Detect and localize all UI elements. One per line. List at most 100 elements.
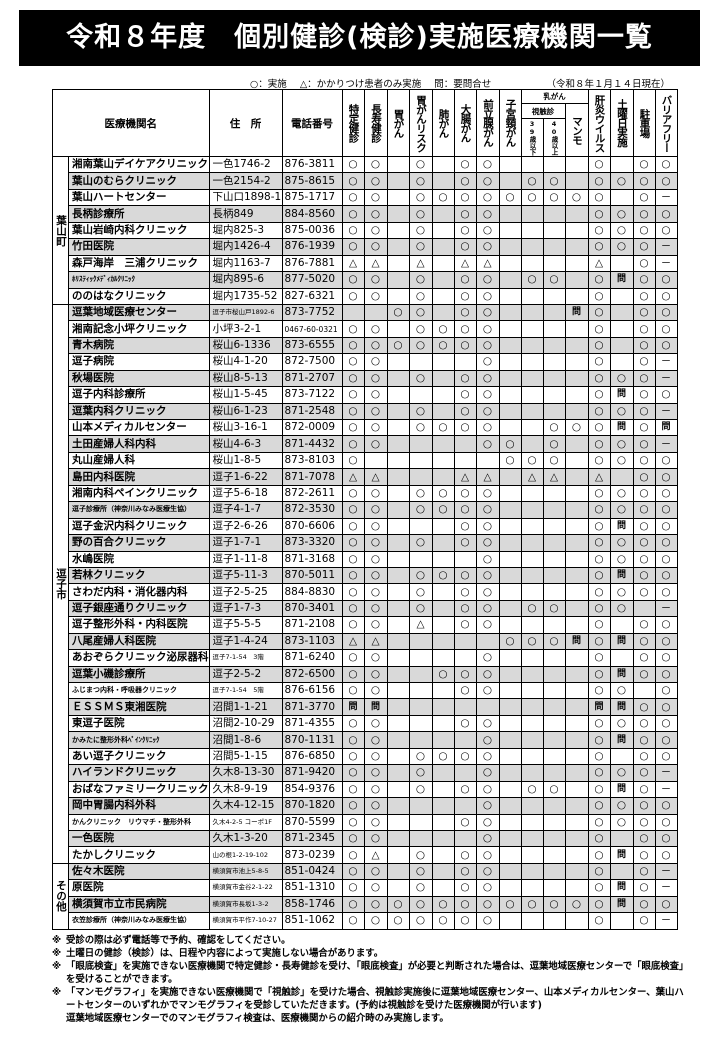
mark-colon: ○ [453,714,477,733]
mark-stomach-risk [408,435,433,453]
mark-barrier-free: ○ [654,303,678,322]
mark-choju: ○ [363,418,388,437]
mark-stomach [386,287,410,305]
mark-under39: ○ [520,451,544,470]
mark-under39 [520,665,544,684]
facility-phone: 871-2548 [281,402,343,421]
mark-tokutei: ○ [341,862,365,881]
mark-lung [431,402,455,421]
facility-phone: 0467-60-0321 [281,320,343,338]
facility-name: 葉山岩崎内科クリニック [68,221,210,240]
mark-prostate: ○ [475,764,500,782]
mark-mammo [564,386,589,404]
facility-name: おばなファミリークリニック [68,780,210,799]
note-mark: ※ [52,948,62,959]
mark-choju: ○ [363,238,388,256]
mark-barrier-free: ○ [654,846,678,864]
mark-lung [431,813,455,831]
mark-prostate: ○ [475,714,500,733]
mark-barrier-free: ○ [654,205,678,223]
mark-barrier-free: － [654,435,678,453]
mark-lung [431,632,455,651]
mark-parking: ○ [632,501,656,519]
mark-hepatitis: ○ [587,303,611,322]
footnote-text: 逗葉地域医療センターでのマンモグラフィ検査は、医療機関からの紹介時のみ実施します… [66,1013,449,1024]
facility-phone: 858-1746 [281,895,343,914]
mark-lung [431,468,455,486]
mark-choju: ○ [363,862,388,881]
mark-lung [431,764,455,782]
facility-address: 横須賀市金谷2-1-22 [208,879,283,897]
header-colon: 大腸がん [453,89,477,157]
mark-mammo [564,862,589,881]
mark-parking: ○ [632,468,656,486]
header-palpation: 視触診 [520,103,566,119]
facility-name: 青木病院 [68,336,210,355]
mark-choju: ○ [363,484,388,503]
mark-over40 [542,238,566,256]
facility-address: 逗子5-6-18 [208,484,283,503]
mark-saturday: 問 [609,566,634,585]
mark-tokutei: ○ [341,501,365,519]
mark-stomach [386,649,410,667]
mark-prostate: ○ [475,188,500,207]
mark-saturday: 問 [609,731,634,749]
mark-stomach-risk [408,731,433,749]
mark-under39 [520,649,544,667]
mark-cervical [498,402,522,421]
mark-prostate: ○ [475,303,500,322]
mark-cervical [498,813,522,831]
mark-over40 [542,205,566,223]
mark-lung [431,879,455,897]
facility-name: 秋場医院 [68,369,210,388]
facility-name: ＥＳＳＭＳ東湘医院 [68,698,210,716]
mark-hepatitis: ○ [587,747,611,766]
mark-parking: ○ [632,534,656,552]
mark-tokutei: ○ [341,649,365,667]
mark-colon [453,698,477,716]
mark-over40 [542,501,566,519]
header-barrier-free: バリアフリー [654,89,678,157]
mark-mammo [564,681,589,700]
mark-cervical [498,714,522,733]
table-row: 青木病院 桜山6-1336 873-6555 ○ ○ ○ ○ ○ ○ ○ ○ ○ ○ [53,336,678,355]
facility-address: 小坪3-2-1 [208,320,283,338]
legend-partial: △：かかりつけ患者のみ実施 [299,79,422,90]
mark-over40: ○ [542,435,566,453]
mark-saturday: 問 [609,632,634,651]
mark-cervical: ○ [498,451,522,470]
facility-phone: 870-6606 [281,517,343,536]
mark-lung [431,369,455,388]
facility-address: 堀内825-3 [208,221,283,240]
mark-hepatitis: ○ [587,649,611,667]
footnote: ※ 土曜日の健診（検診）は、日程や内容によって実施しない場合があります。 [52,947,692,960]
mark-colon: ○ [453,912,477,930]
mark-tokutei: ○ [341,681,365,700]
mark-cervical [498,418,522,437]
mark-cervical [498,336,522,355]
mark-prostate: ○ [475,550,500,568]
mark-barrier-free: 問 [654,418,678,437]
mark-barrier-free: ○ [654,517,678,536]
mark-barrier-free: ○ [654,468,678,486]
facility-phone: 870-1820 [281,797,343,815]
mark-mammo: ○ [564,418,589,437]
facility-phone: 854-9376 [281,780,343,799]
mark-colon [453,550,477,568]
mark-parking: ○ [632,714,656,733]
mark-choju: △ [363,468,388,486]
facility-name: 野の百合クリニック [68,534,210,552]
mark-stomach [386,714,410,733]
legend-done: ○：実施 [250,79,287,90]
mark-stomach-risk [408,517,433,536]
mark-choju: △ [363,632,388,651]
mark-parking [632,681,656,700]
mark-stomach-risk: ○ [408,188,433,207]
mark-cervical [498,271,522,289]
facility-name: あい逗子クリニック [68,747,210,766]
mark-under39 [520,238,544,256]
mark-barrier-free: － [654,862,678,881]
mark-saturday: 問 [609,418,634,437]
facility-name: 若林クリニック [68,566,210,585]
mark-parking: ○ [632,386,656,404]
